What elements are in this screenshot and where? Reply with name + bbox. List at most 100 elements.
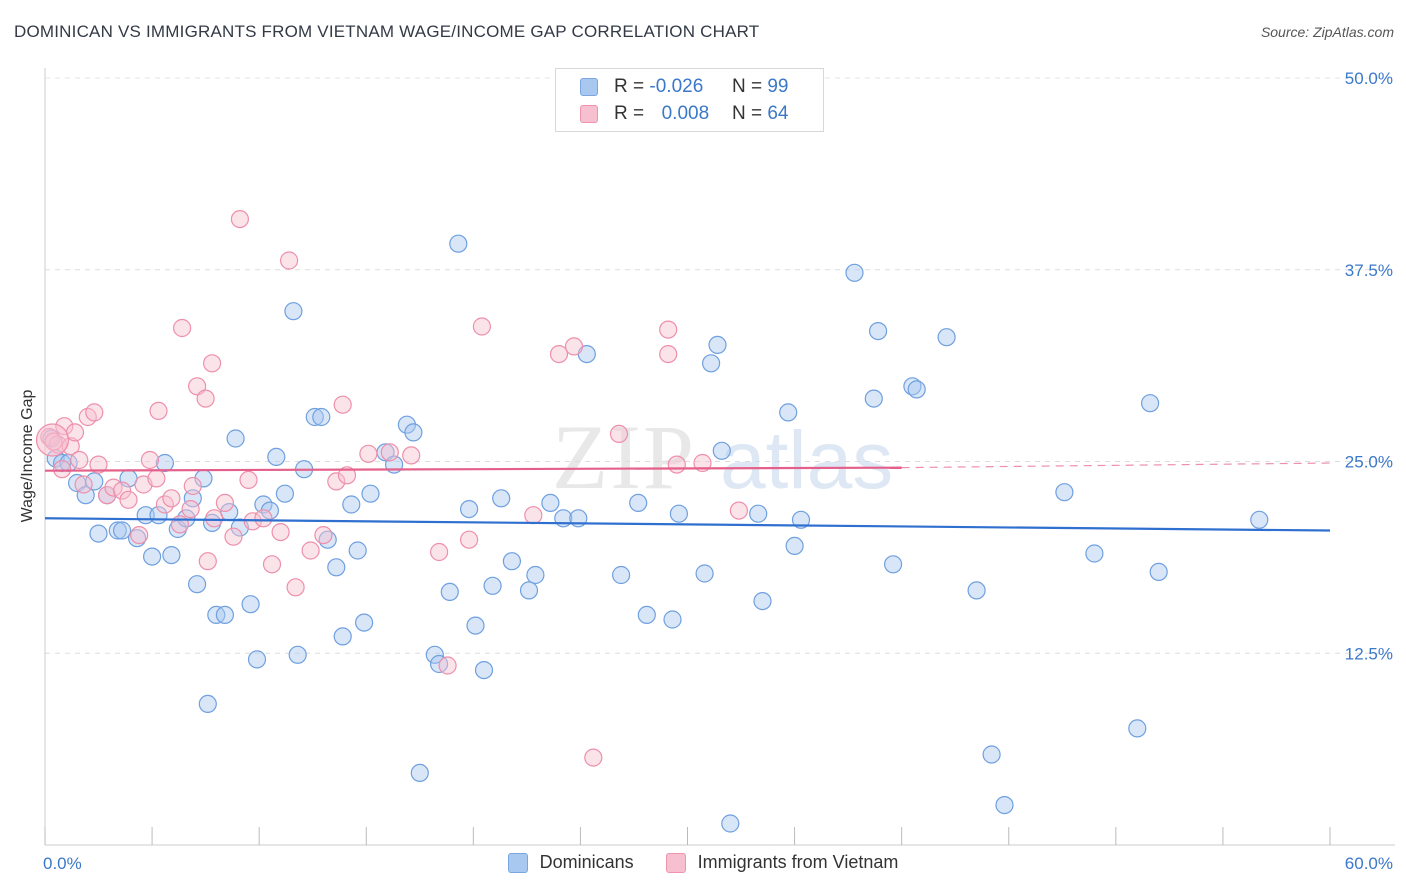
legend-r-label: R = [614,76,645,97]
point-vietnam [333,395,352,414]
point-dominicans [460,500,479,519]
point-dominicans [1149,562,1168,582]
point-vietnam [271,522,290,542]
point-dominicans [404,423,423,442]
point-dominicans [188,575,207,594]
point-dominicans [284,302,303,321]
point-dominicans [425,645,444,664]
legend-row-dominicans: R = -0.026 N = 99 [580,75,788,99]
point-dominicans [721,814,740,833]
axes [44,68,1395,846]
x-tick-label: 0.0% [43,854,82,873]
grid-lines [45,77,1395,654]
point-vietnam [52,460,72,479]
point-dominicans [708,335,727,354]
point-vietnam [254,509,273,528]
point-vietnam [130,525,149,545]
legend-n-value: 64 [767,103,789,124]
trend-line-dominicans [44,517,1331,532]
point-dominicans [541,493,560,512]
point-vietnam [460,530,479,549]
point-vietnam [524,506,543,525]
point-dominicans [492,489,511,508]
watermark: ZIP atlas [552,406,893,508]
y-tick-label: 25.0% [1345,453,1393,472]
point-dominicans [701,354,721,373]
point-vietnam [729,501,749,520]
point-vietnam [472,317,491,336]
point-vietnam [119,490,138,509]
point-dominicans [155,453,174,473]
point-vietnam [380,443,399,462]
point-dominicans [937,328,956,347]
point-vietnam [205,509,224,528]
legend-n-label: N = [731,76,763,97]
point-dominicans [449,234,468,253]
point-dominicans [791,510,811,529]
point-dominicans [753,591,772,611]
point-dominicans [845,263,864,282]
point-vietnam [430,542,449,562]
point-vietnam [224,527,243,546]
point-dominicans [89,524,108,543]
point-dominicans [312,407,331,427]
point-dominicans [637,605,656,625]
point-dominicans [267,447,286,466]
point-dominicans [1250,510,1269,529]
chart-title: DOMINICAN VS IMMIGRANTS FROM VIETNAM WAG… [14,22,760,41]
point-dominicans [483,576,502,595]
series-swatch-vietnam [665,852,686,873]
point-vietnam-cluster [35,423,70,457]
point-vietnam [173,318,192,338]
point-dominicans [143,547,162,566]
correlation-legend: R = -0.026 N = 99 R = 0.008 N = 64 [555,68,824,132]
legend-n-label: N = [731,103,763,124]
point-dominicans [305,407,324,427]
watermark-zip: ZIP [552,406,696,508]
point-dominicans [474,660,494,680]
point-vietnam [70,450,89,470]
series-legend-vietnam[interactable]: Immigrants from Vietnam [665,852,898,873]
legend-r-value: 0.008 [661,103,710,124]
point-vietnam [659,320,678,339]
point-dominicans [275,484,294,503]
point-vietnam [140,450,159,470]
point-dominicans [712,441,731,460]
point-vietnam [215,493,234,512]
point-dominicans [327,558,346,577]
point-dominicans [982,745,1001,764]
point-vietnam [564,337,584,356]
point-vietnam [667,455,686,474]
legend-n-value: 99 [767,76,789,97]
y-axis-label: Wage/Income Gap [19,389,36,523]
series-label-dominicans: Dominicans [539,852,634,872]
series-legend-dominicans[interactable]: Dominicans [507,852,634,873]
point-dominicans [967,581,986,600]
trend-line-vietnam-extension [901,462,1331,469]
point-dominicans [215,605,234,625]
series-legend: Dominicans Immigrants from Vietnam [0,852,1406,873]
point-vietnam [196,389,215,408]
point-dominicans [749,504,768,523]
point-dominicans [112,521,132,540]
point-dominicans [907,380,926,399]
legend-row-vietnam: R = 0.008 N = 64 [580,102,788,126]
point-vietnam [280,251,299,270]
point-vietnam [74,475,93,494]
point-vietnam [203,354,222,373]
point-vietnam [659,345,678,364]
legend-r-value: -0.026 [649,76,704,97]
x-tick-label: 60.0% [1345,854,1393,873]
point-dominicans [128,529,147,548]
trend-lines [44,462,1331,532]
point-vietnam [149,401,168,420]
point-vietnam [549,345,569,364]
point-dominicans [519,581,539,600]
point-dominicans [669,504,689,523]
point-dominicans [333,627,352,646]
point-dominicans [162,545,181,565]
point-vietnam [286,578,305,597]
point-dominicans [348,541,367,560]
point-dominicans [995,795,1014,815]
point-vietnam [162,489,181,508]
